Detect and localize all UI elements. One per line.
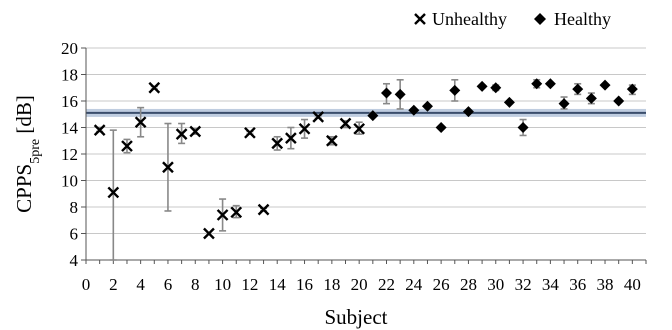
point-healthy-38 [599, 79, 611, 91]
x-tick-label-32: 32 [515, 275, 532, 294]
point-unhealthy-13 [257, 203, 270, 216]
point-unhealthy-16 [298, 122, 311, 135]
y-tick-label-10: 10 [61, 172, 78, 191]
error-bars [96, 79, 636, 261]
point-unhealthy-10 [216, 209, 229, 221]
point-unhealthy-3 [121, 140, 133, 152]
x-tick-label-10: 10 [214, 275, 231, 294]
point-unhealthy-6 [162, 161, 174, 174]
point-healthy-35 [558, 98, 570, 110]
y-tick-label-6: 6 [70, 225, 79, 244]
point-healthy-22 [380, 87, 392, 99]
point-unhealthy-8 [189, 125, 202, 138]
y-tick-label-20: 20 [61, 39, 78, 58]
point-healthy-39 [613, 95, 625, 107]
y-tick-label-12: 12 [61, 145, 78, 164]
point-healthy-32 [517, 122, 529, 133]
y-axis-label-sub: 5pre [28, 139, 43, 164]
y-tick-label-8: 8 [70, 198, 79, 217]
point-unhealthy-5 [148, 81, 161, 94]
x-tick-label-30: 30 [487, 275, 504, 294]
grid-layer [86, 47, 646, 234]
x-tick-label-22: 22 [378, 275, 395, 294]
y-tick-label-16: 16 [61, 92, 78, 111]
legend-marker-diamond [534, 13, 546, 25]
point-unhealthy-4 [134, 116, 147, 129]
point-healthy-30 [490, 82, 502, 94]
x-tick-label-20: 20 [351, 275, 368, 294]
legend: Unhealthy Healthy [414, 9, 611, 29]
x-tick-label-6: 6 [164, 275, 173, 294]
point-unhealthy-19 [339, 117, 352, 130]
y-tick-label-18: 18 [61, 66, 78, 85]
point-unhealthy-18 [326, 134, 338, 147]
point-healthy-34 [544, 78, 556, 90]
legend-item-healthy: Healthy [534, 9, 611, 29]
point-unhealthy-12 [244, 126, 256, 139]
point-unhealthy-17 [312, 111, 325, 123]
point-healthy-36 [572, 83, 584, 95]
x-tick-label-14: 14 [269, 275, 287, 294]
point-unhealthy-20 [353, 122, 366, 135]
x-tick-label-36: 36 [569, 275, 586, 294]
point-healthy-23 [394, 88, 406, 100]
legend-item-unhealthy: Unhealthy [414, 9, 507, 29]
legend-marker-x [414, 13, 426, 25]
x-tick-label-0: 0 [82, 275, 91, 294]
point-unhealthy-15 [285, 132, 297, 144]
point-unhealthy-7 [175, 128, 188, 140]
point-unhealthy-9 [203, 227, 215, 240]
x-tick-label-26: 26 [433, 275, 450, 294]
x-tick-label-38: 38 [597, 275, 614, 294]
y-tick-label-4: 4 [70, 251, 79, 270]
x-tick-label-24: 24 [405, 275, 423, 294]
point-healthy-33 [531, 78, 543, 90]
x-tick-label-8: 8 [191, 275, 200, 294]
y-tick-label-14: 14 [61, 119, 79, 138]
y-axis-label-unit: [dB] [12, 95, 36, 139]
axes-layer [81, 47, 647, 264]
x-tick-label-34: 34 [542, 275, 560, 294]
legend-label-unhealthy: Unhealthy [432, 9, 507, 29]
x-tick-label-28: 28 [460, 275, 477, 294]
threshold-layer [86, 108, 646, 117]
x-tick-label-12: 12 [241, 275, 258, 294]
point-healthy-29 [476, 80, 488, 92]
point-healthy-21 [367, 110, 379, 122]
y-axis-label-main: CPPS [12, 164, 36, 213]
x-tick-label-4: 4 [136, 275, 145, 294]
point-unhealthy-1 [93, 124, 106, 136]
x-tick-label-18: 18 [323, 275, 340, 294]
legend-label-healthy: Healthy [554, 9, 611, 29]
point-healthy-37 [585, 92, 597, 104]
point-healthy-31 [503, 96, 515, 108]
point-unhealthy-11 [230, 206, 243, 219]
x-tick-label-16: 16 [296, 275, 313, 294]
point-unhealthy-2 [107, 186, 120, 199]
point-unhealthy-14 [271, 137, 284, 150]
point-healthy-40 [626, 83, 638, 95]
point-healthy-25 [421, 100, 433, 112]
point-healthy-24 [408, 104, 420, 116]
point-healthy-28 [462, 106, 474, 118]
data-points [93, 78, 638, 240]
point-healthy-26 [435, 122, 447, 133]
y-axis-label: CPPS5pre [dB] [12, 95, 43, 213]
x-tick-label-40: 40 [624, 275, 641, 294]
x-tick-label-2: 2 [109, 275, 118, 294]
point-healthy-27 [449, 84, 461, 96]
x-axis-label: Subject [325, 305, 388, 329]
